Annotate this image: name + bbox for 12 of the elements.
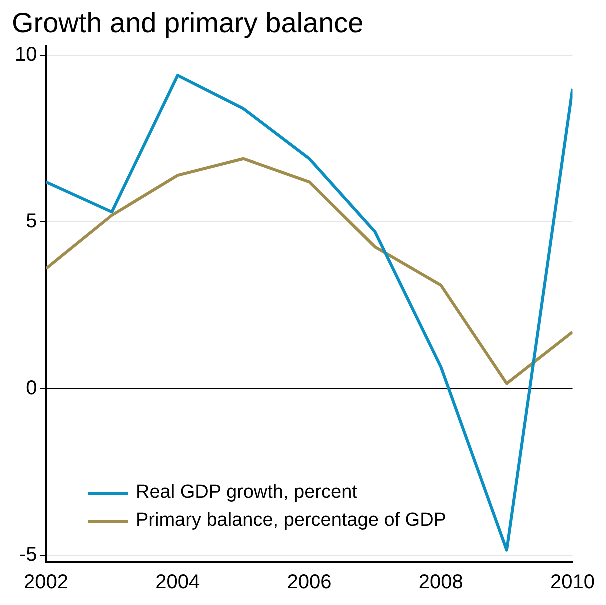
x-tick-label: 2002 (24, 572, 68, 594)
x-tick-label: 2010 (550, 572, 596, 594)
chart-title: Growth and primary balance (12, 8, 364, 39)
x-tick-label: 2008 (418, 572, 464, 594)
legend-label: Primary balance, percentage of GDP (136, 510, 446, 532)
legend-label: Real GDP growth, percent (136, 482, 358, 504)
x-tick-label: 2004 (156, 572, 200, 594)
y-tick-label: -5 (19, 544, 38, 566)
y-tick-label: 10 (14, 44, 38, 66)
y-tick-label: 5 (26, 210, 38, 233)
y-tick-label: 0 (26, 377, 38, 400)
x-tick-label: 2006 (287, 572, 332, 594)
